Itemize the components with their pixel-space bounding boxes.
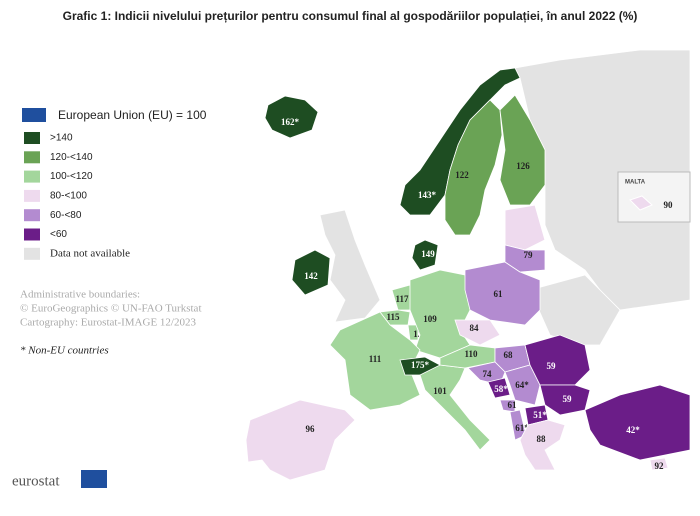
country-value: 51* [533,410,547,420]
legend-swatch [24,247,40,260]
country-value: 117 [395,294,409,304]
country-value: 126 [516,161,530,171]
legend-label: 60-<80 [50,210,82,221]
country [444,99,503,236]
country [399,67,521,216]
country-value: 142 [304,271,318,281]
malta-shape [629,195,653,211]
country [454,319,501,346]
logo-text: eurostat [12,473,60,489]
legend-header: European Union (EU) = 100 [58,108,207,122]
country-value: 175* [411,360,430,370]
country [411,239,439,271]
footnote: * Non-EU countries [20,345,109,357]
country-value: 109 [423,314,437,324]
land-baltic [504,204,546,251]
legend-flag [22,108,46,122]
country [245,399,356,481]
inset-label: 90 [664,200,674,210]
country-value: 111 [369,354,382,364]
country [504,244,546,273]
legend-swatch [24,189,40,202]
land-no-data [529,274,621,346]
inset-frame [617,171,691,223]
legend-swatch [24,132,40,144]
legend-label: <60 [50,229,67,240]
country-value: 101 [433,386,447,396]
country [487,377,511,399]
country-value: 42* [626,425,640,435]
legend-swatch [24,170,40,183]
country [649,457,669,471]
country-value: 59 [563,394,573,404]
country-value: 64* [515,380,529,390]
country-value: 61* [515,423,529,433]
country-value: 143* [418,190,437,200]
logo-flag [81,470,107,488]
country-value: 88 [537,434,547,444]
credit: Administrative boundaries: [20,289,140,301]
legend-label: >140 [50,133,73,144]
legend-swatch [24,151,40,164]
country-value: 58* [494,384,508,394]
country-value: 149 [421,249,435,259]
legend-label: 100-<120 [50,171,93,182]
country-value: 162* [281,117,300,127]
country-value: 84 [470,323,480,333]
legend-label: Data not available [50,247,130,259]
inset-title: MALTA [625,180,646,186]
country [524,334,591,386]
country-value: 115 [386,312,400,322]
country [519,419,566,471]
country [499,94,546,206]
country-value: 61 [508,400,518,410]
legend-label: 80-<100 [50,191,87,202]
legend-label: 120-<140 [50,152,93,163]
land-no-data [319,209,381,323]
credit: © EuroGeographics © UN-FAO Turkstat [20,303,202,315]
legend-swatch [24,228,40,241]
country-value: 96 [306,424,316,434]
country [329,311,421,411]
country-value: 59 [547,361,557,371]
country [409,269,471,359]
title: Grafic 1: Indicii nivelului prețurilor p… [63,9,638,23]
country-value: 110 [464,349,478,359]
credit: Cartography: Eurostat-IMAGE 12/2023 [20,317,196,329]
country [584,384,691,461]
country-value: 122 [455,170,469,180]
country [291,249,331,296]
country-value: 61 [494,289,504,299]
country-value: 79 [524,250,534,260]
country-value: 92 [655,461,665,471]
legend-swatch [24,209,40,222]
country [264,95,319,139]
country-value: 68 [504,350,514,360]
country-value: 74 [483,369,493,379]
